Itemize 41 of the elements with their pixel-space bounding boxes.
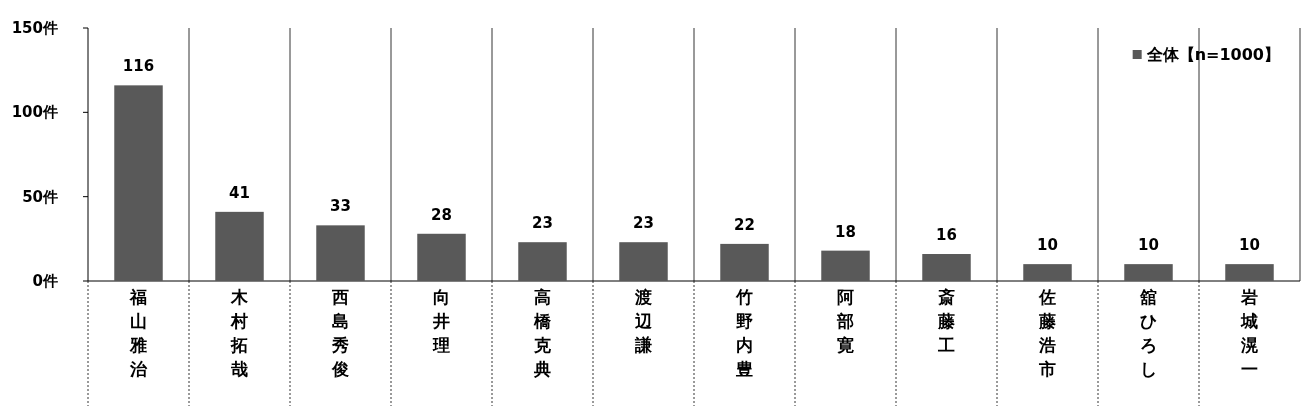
y-tick-label: 150件 bbox=[11, 19, 58, 37]
x-tick-label: 向井理 bbox=[432, 287, 450, 355]
data-label: 116 bbox=[122, 57, 155, 76]
x-tick-label: 竹野内豊 bbox=[735, 287, 753, 379]
bar bbox=[114, 85, 163, 281]
x-tick-label: 渡辺謙 bbox=[634, 287, 653, 355]
bar bbox=[821, 250, 870, 281]
x-tick-label: 阿部寛 bbox=[836, 287, 854, 355]
x-tick-label: 舘ひろし bbox=[1139, 287, 1157, 379]
y-tick-label: 100件 bbox=[11, 103, 58, 122]
data-label: 22 bbox=[734, 215, 755, 234]
bar bbox=[1124, 264, 1173, 281]
data-label: 23 bbox=[532, 214, 553, 233]
y-tick-label: 0件 bbox=[32, 272, 58, 290]
x-tick-label: 福山雅治 bbox=[129, 287, 148, 379]
data-label: 28 bbox=[431, 205, 452, 224]
data-label: 41 bbox=[229, 183, 250, 202]
x-tick-label: 斎藤工 bbox=[937, 287, 955, 355]
bar bbox=[1023, 264, 1072, 281]
bar bbox=[518, 242, 567, 281]
bar bbox=[215, 211, 264, 281]
data-label: 23 bbox=[633, 214, 654, 233]
data-label: 18 bbox=[835, 222, 856, 241]
data-label: 10 bbox=[1037, 236, 1058, 255]
data-label: 10 bbox=[1138, 236, 1159, 255]
bar bbox=[417, 233, 466, 281]
x-tick-label: 岩城滉一 bbox=[1240, 287, 1259, 379]
x-tick-label: 西島秀俊 bbox=[331, 287, 349, 379]
legend: 全体【n=1000】 bbox=[1132, 45, 1280, 64]
data-label: 16 bbox=[936, 226, 957, 245]
x-tick-label: 木村拓哉 bbox=[230, 287, 249, 379]
bar bbox=[720, 243, 769, 281]
data-label: 10 bbox=[1239, 236, 1260, 255]
data-label: 33 bbox=[330, 197, 351, 216]
x-tick-label: 佐藤浩市 bbox=[1038, 287, 1056, 379]
bar bbox=[619, 242, 668, 281]
y-tick-label: 50件 bbox=[22, 187, 58, 206]
bar bbox=[922, 254, 971, 281]
x-tick-label: 高橋克典 bbox=[533, 287, 552, 379]
bar bbox=[1225, 264, 1274, 281]
bar bbox=[316, 225, 365, 281]
